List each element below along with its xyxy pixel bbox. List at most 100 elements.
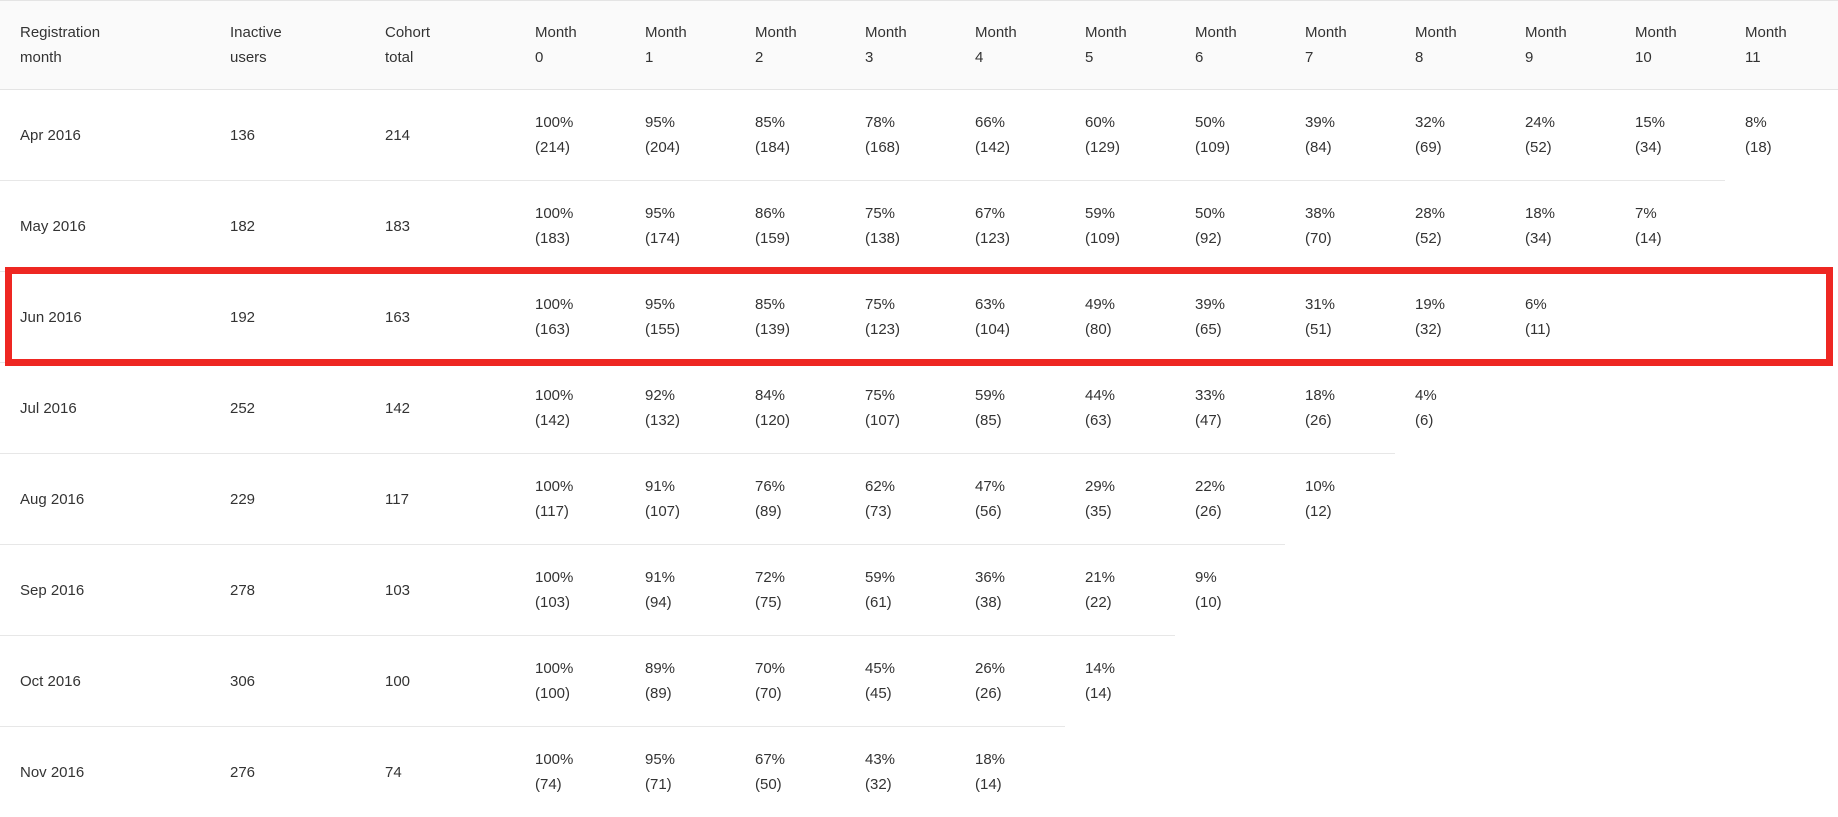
retention-cell: 66% (142) bbox=[955, 90, 1065, 181]
retention-cell: 95% (174) bbox=[625, 181, 735, 272]
retention-cell: 75% (138) bbox=[845, 181, 955, 272]
retention-cell bbox=[1615, 545, 1725, 636]
retention-cell bbox=[1395, 454, 1505, 545]
column-header: Month 1 bbox=[625, 1, 735, 90]
retention-cell bbox=[1725, 545, 1838, 636]
cohort-total-cell: 183 bbox=[365, 181, 515, 272]
retention-cell: 89% (89) bbox=[625, 636, 735, 727]
retention-cell: 100% (117) bbox=[515, 454, 625, 545]
retention-cell: 100% (183) bbox=[515, 181, 625, 272]
column-header: Month 10 bbox=[1615, 1, 1725, 90]
retention-cell: 91% (107) bbox=[625, 454, 735, 545]
retention-cell bbox=[1725, 727, 1838, 817]
column-header: Registration month bbox=[0, 1, 210, 90]
registration-month-cell: Jun 2016 bbox=[0, 272, 210, 363]
retention-cell: 26% (26) bbox=[955, 636, 1065, 727]
retention-cell bbox=[1505, 363, 1615, 454]
retention-cell: 86% (159) bbox=[735, 181, 845, 272]
retention-cell: 100% (142) bbox=[515, 363, 625, 454]
column-header: Month 9 bbox=[1505, 1, 1615, 90]
retention-cell: 24% (52) bbox=[1505, 90, 1615, 181]
retention-cell: 95% (155) bbox=[625, 272, 735, 363]
retention-cell: 9% (10) bbox=[1175, 545, 1285, 636]
retention-cell: 85% (139) bbox=[735, 272, 845, 363]
cohort-total-cell: 103 bbox=[365, 545, 515, 636]
retention-cell: 60% (129) bbox=[1065, 90, 1175, 181]
column-header: Month 0 bbox=[515, 1, 625, 90]
retention-cell: 33% (47) bbox=[1175, 363, 1285, 454]
retention-cell: 91% (94) bbox=[625, 545, 735, 636]
retention-cell: 47% (56) bbox=[955, 454, 1065, 545]
registration-month-cell: Aug 2016 bbox=[0, 454, 210, 545]
registration-month-cell: Apr 2016 bbox=[0, 90, 210, 181]
retention-cell bbox=[1725, 454, 1838, 545]
column-header: Cohort total bbox=[365, 1, 515, 90]
retention-cell bbox=[1065, 727, 1175, 817]
retention-cell bbox=[1615, 272, 1725, 363]
retention-cell bbox=[1395, 545, 1505, 636]
registration-month-cell: May 2016 bbox=[0, 181, 210, 272]
retention-cell: 38% (70) bbox=[1285, 181, 1395, 272]
cohort-total-cell: 74 bbox=[365, 727, 515, 817]
retention-cell: 15% (34) bbox=[1615, 90, 1725, 181]
retention-cell: 59% (85) bbox=[955, 363, 1065, 454]
retention-cell: 100% (100) bbox=[515, 636, 625, 727]
retention-cell: 36% (38) bbox=[955, 545, 1065, 636]
retention-cell bbox=[1285, 727, 1395, 817]
retention-cell: 78% (168) bbox=[845, 90, 955, 181]
column-header: Month 2 bbox=[735, 1, 845, 90]
retention-cell bbox=[1615, 727, 1725, 817]
retention-cell: 19% (32) bbox=[1395, 272, 1505, 363]
retention-cell: 10% (12) bbox=[1285, 454, 1395, 545]
retention-cell: 39% (84) bbox=[1285, 90, 1395, 181]
retention-cell bbox=[1505, 727, 1615, 817]
column-header: Month 6 bbox=[1175, 1, 1285, 90]
retention-cell: 18% (26) bbox=[1285, 363, 1395, 454]
retention-cell: 100% (163) bbox=[515, 272, 625, 363]
column-header: Month 7 bbox=[1285, 1, 1395, 90]
retention-cell: 75% (107) bbox=[845, 363, 955, 454]
retention-cell: 100% (103) bbox=[515, 545, 625, 636]
retention-cell: 75% (123) bbox=[845, 272, 955, 363]
retention-cell: 44% (63) bbox=[1065, 363, 1175, 454]
registration-month-cell: Oct 2016 bbox=[0, 636, 210, 727]
retention-cell bbox=[1175, 727, 1285, 817]
registration-month-cell: Nov 2016 bbox=[0, 727, 210, 817]
retention-cell: 6% (11) bbox=[1505, 272, 1615, 363]
retention-cell bbox=[1725, 636, 1838, 727]
retention-cell bbox=[1725, 363, 1838, 454]
retention-cell: 49% (80) bbox=[1065, 272, 1175, 363]
retention-cell bbox=[1615, 636, 1725, 727]
inactive-users-cell: 136 bbox=[210, 90, 365, 181]
column-header: Month 11 bbox=[1725, 1, 1838, 90]
cohort-total-cell: 117 bbox=[365, 454, 515, 545]
inactive-users-cell: 306 bbox=[210, 636, 365, 727]
retention-cell: 14% (14) bbox=[1065, 636, 1175, 727]
retention-cell: 59% (61) bbox=[845, 545, 955, 636]
retention-cell: 50% (109) bbox=[1175, 90, 1285, 181]
retention-cell: 18% (34) bbox=[1505, 181, 1615, 272]
retention-cell: 4% (6) bbox=[1395, 363, 1505, 454]
retention-cell: 76% (89) bbox=[735, 454, 845, 545]
column-header: Month 4 bbox=[955, 1, 1065, 90]
retention-cell: 18% (14) bbox=[955, 727, 1065, 817]
retention-cell: 63% (104) bbox=[955, 272, 1065, 363]
column-header: Inactive users bbox=[210, 1, 365, 90]
inactive-users-cell: 229 bbox=[210, 454, 365, 545]
retention-cell: 67% (50) bbox=[735, 727, 845, 817]
registration-month-cell: Sep 2016 bbox=[0, 545, 210, 636]
retention-cell bbox=[1285, 636, 1395, 727]
inactive-users-cell: 278 bbox=[210, 545, 365, 636]
retention-cell: 29% (35) bbox=[1065, 454, 1175, 545]
retention-cell: 62% (73) bbox=[845, 454, 955, 545]
inactive-users-cell: 182 bbox=[210, 181, 365, 272]
retention-cell: 28% (52) bbox=[1395, 181, 1505, 272]
